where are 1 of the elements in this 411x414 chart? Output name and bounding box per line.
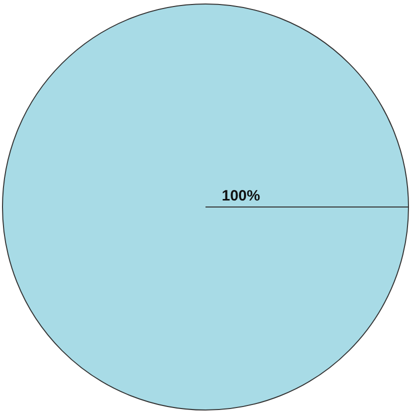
data-label: 100% xyxy=(222,188,260,205)
